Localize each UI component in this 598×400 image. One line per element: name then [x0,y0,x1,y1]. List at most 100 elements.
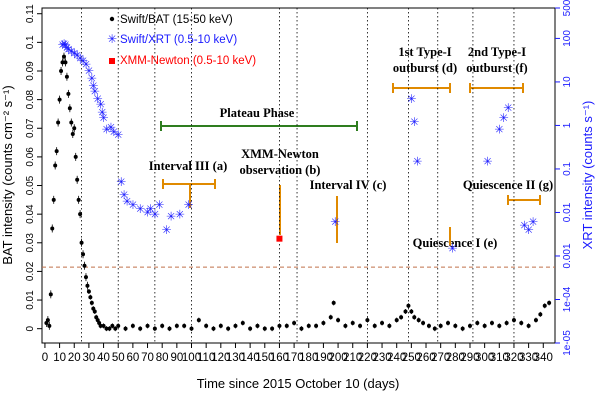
bat-point-65 [277,324,281,328]
bat-point-68 [299,327,303,331]
bat-point-76 [351,321,355,325]
bat-point-50 [168,327,172,331]
bat-point-45 [131,324,135,328]
xmm-point-0 [276,236,282,242]
bat-point-93 [446,321,450,325]
quiescence-ii-bracket [508,195,540,205]
bat-point-96 [468,324,472,328]
bat-point-48 [153,327,157,331]
bat-point-74 [336,318,340,322]
y-right-tick-label-10: 10 [562,76,573,88]
bat-point-61 [248,327,252,331]
annotation-interval-iii: Interval III (a) [149,159,227,173]
bat-point-95 [461,327,465,331]
bat-point-28 [85,284,89,288]
bat-point-98 [483,324,487,328]
bat-point-38 [102,324,106,328]
bat-point-31 [90,301,94,305]
x-tick-label-60: 60 [126,352,139,364]
annotation-type1-second-line1: 2nd Type-I [468,45,526,59]
y-right-tick-label-0.1: 0.1 [562,162,573,176]
legend-xrt-label: Swift/XRT (0.5-10 keV) [120,34,237,46]
bat-point-33 [93,310,97,314]
bat-point-67 [292,321,296,325]
y-left-tick-label-0: 0 [25,325,36,331]
bat-point-57 [219,324,223,328]
xrt-point-37: ✳ [406,92,416,106]
y-left-tick-label-0.07: 0.07 [25,118,36,138]
bat-point-1 [46,318,50,322]
legend-bat-label: Swift/BAT (15-50 keV) [120,14,233,26]
bat-point-15 [66,92,70,96]
legend-xmm-marker [109,58,115,64]
bat-point-105 [534,318,538,322]
xrt-point-32: ✳ [162,223,172,237]
y-left-tick-label-0.06: 0.06 [25,147,36,167]
bat-point-86 [409,310,413,314]
bat-point-19 [72,126,76,130]
x-tick-label-30: 30 [83,352,96,364]
xrt-point-41: ✳ [483,154,493,168]
bat-point-17 [69,121,73,125]
y-right-tick-label-0.001: 0.001 [562,243,573,268]
bat-point-26 [83,264,87,268]
bat-point-18 [71,132,75,136]
bat-point-23 [78,212,82,216]
bat-point-41 [110,324,114,328]
y-axis-left-label: BAT intensity (counts cm⁻² s⁻¹) [0,85,15,264]
bat-point-72 [329,315,333,319]
bat-point-104 [527,324,531,328]
bat-point-84 [403,310,407,314]
x-tick-label-20: 20 [68,352,81,364]
bat-point-2 [47,324,51,328]
bat-point-55 [204,324,208,328]
bat-point-58 [226,327,230,331]
bat-point-10 [59,69,63,73]
x-axis-label: Time since 2015 October 10 (days) [197,376,400,391]
bat-point-51 [175,324,179,328]
bat-point-73 [332,301,336,305]
bat-point-46 [138,327,142,331]
bat-point-92 [439,324,443,328]
x-tick-label-70: 70 [141,352,154,364]
annotation-type1-first-line1: 1st Type-I [398,45,451,59]
bat-point-101 [505,321,509,325]
legend-xmm-label: XMM-Newton (0.5-10 keV) [120,55,256,67]
bat-point-20 [74,155,78,159]
bat-point-14 [65,75,69,79]
bat-point-97 [475,321,479,325]
annotation-plateau-phase: Plateau Phase [220,106,295,120]
y-left-tick-label-0.11: 0.11 [25,4,36,23]
annotation-xmm-line1: XMM-Newton [241,147,319,161]
xrt-point-44: ✳ [503,101,513,115]
annotation-quiescence-ii: Quiescence II (g) [463,178,553,192]
plateau-phase-bracket [161,121,357,131]
bat-point-103 [519,321,523,325]
bat-point-71 [321,321,325,325]
bat-point-90 [427,324,431,328]
bat-point-47 [146,324,150,328]
x-tick-label-0: 0 [42,352,48,364]
y-axis-right-label: XRT intensity (counts s⁻¹) [580,101,595,250]
bat-point-4 [50,226,54,230]
bat-point-40 [107,327,111,331]
bat-point-22 [77,198,81,202]
bat-point-25 [81,252,85,256]
y-left-tick-label-0.09: 0.09 [25,61,36,81]
bat-point-44 [124,327,128,331]
bat-point-42 [113,327,117,331]
x-tick-label-40: 40 [97,352,110,364]
annotations: Plateau Phase Interval III (a) XMM-Newto… [149,45,553,250]
xrt-point-47: ✳ [528,215,538,229]
bat-point-94 [453,324,457,328]
bat-point-78 [365,318,369,322]
legend-xrt-marker: ✳ [107,32,117,46]
xrt-point-40: ✳ [447,241,457,255]
bat-point-49 [160,324,164,328]
y-right-tick-label-0.01: 0.01 [562,202,573,222]
bat-point-3 [49,292,53,296]
bat-point-21 [75,178,79,182]
bat-point-107 [543,304,547,308]
y-right-tick-label-1e-05: 1e-05 [562,330,573,356]
y-left-tick-label-0.05: 0.05 [25,175,36,195]
